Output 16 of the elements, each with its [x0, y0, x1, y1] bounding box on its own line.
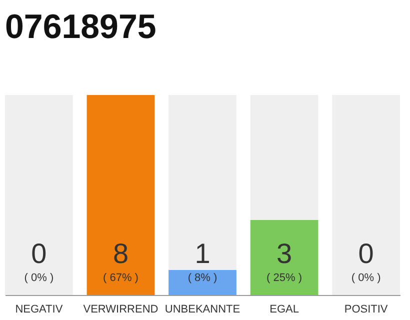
- annotation: 1: [194, 238, 210, 269]
- x-tick-label: UNBEKANNTE: [164, 304, 240, 316]
- x-tick-label: NEGATIV: [15, 304, 64, 316]
- annotation: 8: [112, 238, 129, 269]
- annotation: 0: [358, 238, 374, 269]
- annotation: ( 0% ): [351, 272, 381, 284]
- x-tick-label: VERWIRREND: [83, 304, 158, 316]
- x-tick-label: EGAL: [270, 304, 299, 316]
- annotation: 0: [31, 238, 47, 269]
- x-tick-label: POSITIV: [344, 304, 388, 316]
- chart-title: 07618975: [5, 8, 156, 46]
- annotation: ( 67% ): [102, 272, 138, 284]
- annotation: ( 8% ): [188, 272, 218, 284]
- annotation: ( 25% ): [266, 272, 302, 284]
- annotation: 3: [276, 238, 292, 269]
- annotation: ( 0% ): [24, 272, 54, 284]
